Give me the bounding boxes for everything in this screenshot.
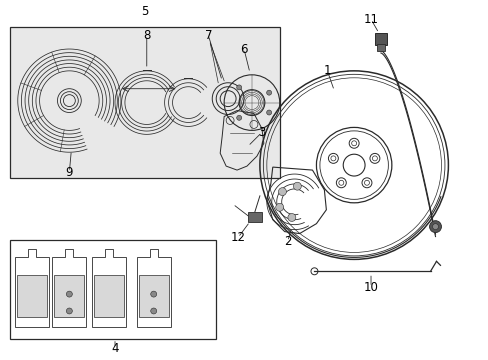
Circle shape xyxy=(266,110,271,115)
Text: 8: 8 xyxy=(143,29,150,42)
Circle shape xyxy=(66,291,72,297)
Text: 4: 4 xyxy=(111,342,119,355)
Circle shape xyxy=(266,90,271,95)
Circle shape xyxy=(428,221,441,233)
Circle shape xyxy=(66,308,72,314)
Text: 5: 5 xyxy=(141,5,148,18)
Circle shape xyxy=(236,85,241,90)
Bar xyxy=(54,275,84,317)
Bar xyxy=(139,275,168,317)
Bar xyxy=(374,33,386,45)
Text: 2: 2 xyxy=(284,235,291,248)
Bar xyxy=(94,275,123,317)
Text: 9: 9 xyxy=(65,166,73,179)
Bar xyxy=(247,212,262,222)
Bar xyxy=(17,275,46,317)
Text: 11: 11 xyxy=(363,13,378,26)
Text: 3: 3 xyxy=(258,126,265,139)
Circle shape xyxy=(432,224,438,230)
Circle shape xyxy=(287,213,295,221)
Circle shape xyxy=(150,291,156,297)
Circle shape xyxy=(278,188,286,195)
Bar xyxy=(10,239,216,339)
Circle shape xyxy=(293,182,301,190)
Bar xyxy=(10,27,279,178)
Text: 7: 7 xyxy=(204,29,212,42)
Bar xyxy=(376,44,384,51)
Text: 10: 10 xyxy=(363,281,378,294)
Circle shape xyxy=(275,203,283,211)
Text: 6: 6 xyxy=(240,42,247,55)
Circle shape xyxy=(150,308,156,314)
Text: 1: 1 xyxy=(323,64,330,77)
Text: 12: 12 xyxy=(230,231,245,244)
Circle shape xyxy=(236,115,241,120)
